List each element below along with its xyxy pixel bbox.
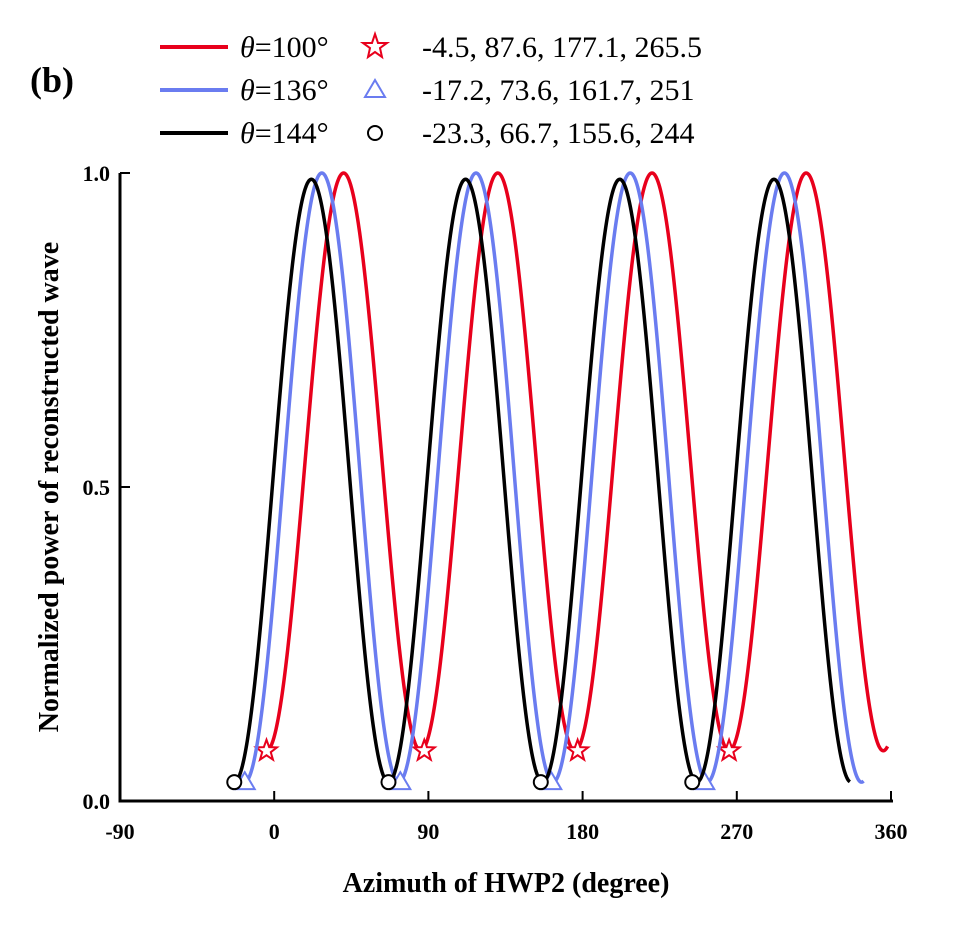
x-axis-title: Azimuth of HWP2 (degree): [343, 868, 670, 899]
y-tick-label: 1.0: [83, 161, 111, 186]
panel-label: (b): [30, 60, 74, 100]
series-line-black: [233, 177, 851, 784]
legend-entry-red: θ=100° -4.5, 87.6, 177.1, 265.5: [160, 30, 702, 64]
y-tick-label: 0.0: [83, 789, 111, 814]
legend-circle-marker: [367, 125, 383, 141]
x-tick-label: 270: [720, 819, 753, 844]
minimum-marker-black: [532, 774, 549, 791]
y-axis-title: Normalized power of reconstructed wave: [34, 242, 65, 732]
minimum-marker-black: [226, 774, 243, 791]
legend-theta-black: θ=144°: [240, 117, 329, 150]
legend-minima-red: -4.5, 87.6, 177.1, 265.5: [422, 31, 702, 64]
legend-star-marker: [359, 30, 391, 60]
legend-minima-black: -23.3, 66.7, 155.6, 244: [422, 117, 695, 150]
minimum-marker-black: [684, 774, 701, 791]
plot-area: [226, 171, 890, 791]
legend-theta-red: θ=100°: [240, 31, 329, 64]
x-tick-label: 360: [875, 819, 908, 844]
minimum-marker-red: [411, 736, 438, 763]
minimum-marker-red: [715, 736, 743, 763]
minimum-marker-red: [253, 736, 280, 763]
legend-entry-black: θ=144° -23.3, 66.7, 155.6, 244: [160, 117, 695, 150]
minimum-marker-black: [380, 774, 397, 791]
legend-theta-blue: θ=136°: [240, 74, 329, 107]
x-tick-label: -90: [105, 819, 134, 844]
legend-entry-blue: θ=136° -17.2, 73.6, 161.7, 251: [160, 74, 695, 107]
minimum-marker-red: [564, 736, 591, 763]
x-tick-label: 90: [417, 819, 439, 844]
x-tick-label: 180: [566, 819, 599, 844]
axes: -90 0 90 180 270 360 0.0 0.5 1.0: [83, 161, 908, 844]
legend-minima-blue: -17.2, 73.6, 161.7, 251: [422, 74, 695, 107]
x-ticks: -90 0 90 180 270 360: [105, 791, 908, 844]
x-tick-label: 0: [269, 819, 280, 844]
y-ticks: 0.0 0.5 1.0: [83, 161, 130, 814]
legend: θ=100° -4.5, 87.6, 177.1, 265.5 θ=136° -…: [160, 30, 702, 150]
series-line-blue: [238, 171, 865, 784]
legend-triangle-marker: [363, 78, 387, 98]
y-tick-label: 0.5: [83, 475, 111, 500]
